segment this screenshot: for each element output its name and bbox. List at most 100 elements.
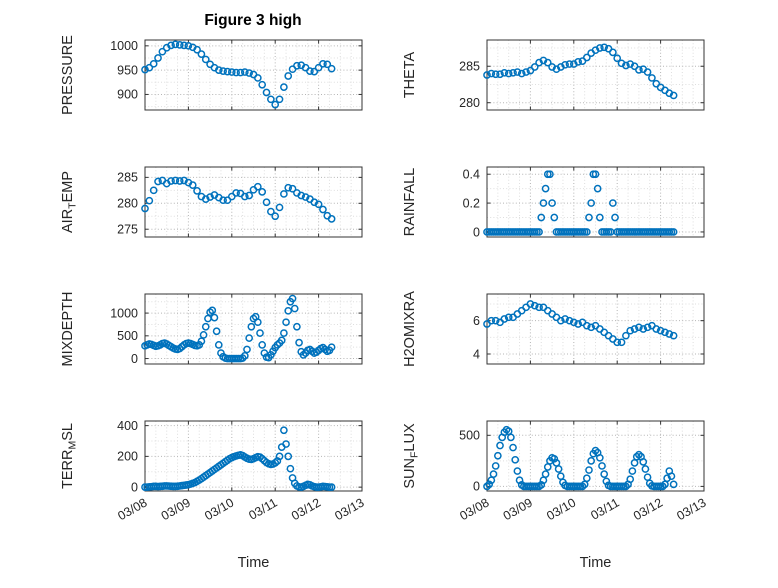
data-point xyxy=(635,66,643,74)
data-point xyxy=(494,451,502,460)
data-point xyxy=(293,322,301,331)
svg-text:6: 6 xyxy=(473,314,480,328)
data-point xyxy=(602,477,611,486)
data-point xyxy=(550,454,559,463)
data-point xyxy=(609,48,617,57)
data-point xyxy=(556,316,565,325)
x-tick-labels: 03/08 03/09 03/10 03/11 03/12 03/13 xyxy=(457,495,708,523)
data-point xyxy=(210,313,219,322)
data-point xyxy=(526,66,535,75)
data-point xyxy=(585,466,593,474)
data-points xyxy=(483,425,678,491)
y-axis-label: H2OMIXRA xyxy=(402,291,418,367)
svg-text:400: 400 xyxy=(117,419,138,433)
data-point xyxy=(288,184,297,193)
data-point xyxy=(310,198,319,207)
data-point xyxy=(214,341,223,349)
data-point xyxy=(327,483,336,492)
data-point xyxy=(284,183,293,192)
data-point xyxy=(543,58,552,67)
data-point xyxy=(141,65,149,74)
svg-text:900: 900 xyxy=(117,88,138,102)
data-point xyxy=(600,43,609,52)
svg-text:0: 0 xyxy=(131,352,138,366)
data-point xyxy=(537,213,546,222)
data-points xyxy=(141,294,336,363)
data-point xyxy=(622,61,630,70)
data-point xyxy=(212,327,221,336)
data-point xyxy=(301,193,310,201)
data-point xyxy=(240,68,249,76)
svg-text:0: 0 xyxy=(473,225,480,239)
grid xyxy=(145,40,362,110)
data-point xyxy=(258,188,267,196)
data-point xyxy=(258,80,267,89)
data-point xyxy=(280,190,288,198)
y-axis-label: RAINFALL xyxy=(402,168,418,237)
svg-text:03/11: 03/11 xyxy=(588,495,621,522)
data-point xyxy=(635,450,643,459)
data-point xyxy=(180,41,188,50)
y-tick-labels: 280 285 xyxy=(459,60,480,110)
svg-text:0.4: 0.4 xyxy=(463,168,480,182)
y-tick-labels: 900 950 1000 xyxy=(110,39,138,102)
svg-text:03/08: 03/08 xyxy=(115,495,149,523)
data-point xyxy=(593,184,602,193)
data-point xyxy=(543,463,552,471)
data-point xyxy=(253,318,262,327)
data-point xyxy=(327,64,336,73)
y-axis-label: TERRMSL xyxy=(60,423,79,489)
data-point xyxy=(656,326,665,335)
figure-title: Figure 3 high xyxy=(204,12,302,29)
data-point xyxy=(604,44,613,53)
svg-text:285: 285 xyxy=(459,60,480,74)
data-point xyxy=(487,316,496,325)
data-point xyxy=(569,318,578,327)
data-point xyxy=(504,313,513,322)
data-point xyxy=(275,95,284,104)
data-point xyxy=(582,321,591,330)
data-point xyxy=(284,72,293,80)
data-points xyxy=(141,40,336,109)
data-point xyxy=(526,300,535,308)
data-point xyxy=(240,192,249,201)
y-axis-label: SUNFLUX xyxy=(402,423,421,489)
data-point xyxy=(306,67,314,75)
data-point xyxy=(582,474,591,483)
data-point xyxy=(517,69,526,78)
data-point xyxy=(613,54,622,63)
tick-marks xyxy=(486,40,705,110)
data-point xyxy=(280,329,288,337)
data-point xyxy=(639,458,648,466)
data-point xyxy=(193,45,201,54)
data-point xyxy=(663,474,671,483)
x-axis-label: Time xyxy=(238,555,270,571)
chart-svg: 0 500 SUNFLUX 03/08 03/09 03/10 03/11 03/12 03/1… xyxy=(402,420,709,571)
data-point xyxy=(622,482,630,491)
data-point xyxy=(240,351,249,360)
data-points xyxy=(483,43,678,100)
data-point xyxy=(509,68,517,77)
y-tick-labels: 275 280 285 xyxy=(117,171,138,237)
subplot-mixdepth: 0 500 1000 MIXDEPTH xyxy=(50,284,377,379)
data-point xyxy=(628,467,637,475)
data-point xyxy=(284,306,293,315)
data-point xyxy=(323,60,332,69)
data-point xyxy=(652,79,661,88)
data-point xyxy=(295,338,303,347)
svg-text:275: 275 xyxy=(117,223,138,237)
data-point xyxy=(632,452,641,461)
data-point xyxy=(167,177,175,185)
data-point xyxy=(214,66,223,74)
svg-text:0.2: 0.2 xyxy=(463,196,480,210)
data-point xyxy=(280,83,288,92)
data-point xyxy=(669,228,678,236)
data-point xyxy=(509,443,517,452)
data-point xyxy=(591,170,600,179)
data-point xyxy=(175,41,184,49)
data-point xyxy=(611,213,619,222)
data-point xyxy=(643,473,652,482)
data-point xyxy=(284,452,293,461)
data-point xyxy=(199,331,208,339)
y-axis-label: PRESSURE xyxy=(60,35,76,115)
